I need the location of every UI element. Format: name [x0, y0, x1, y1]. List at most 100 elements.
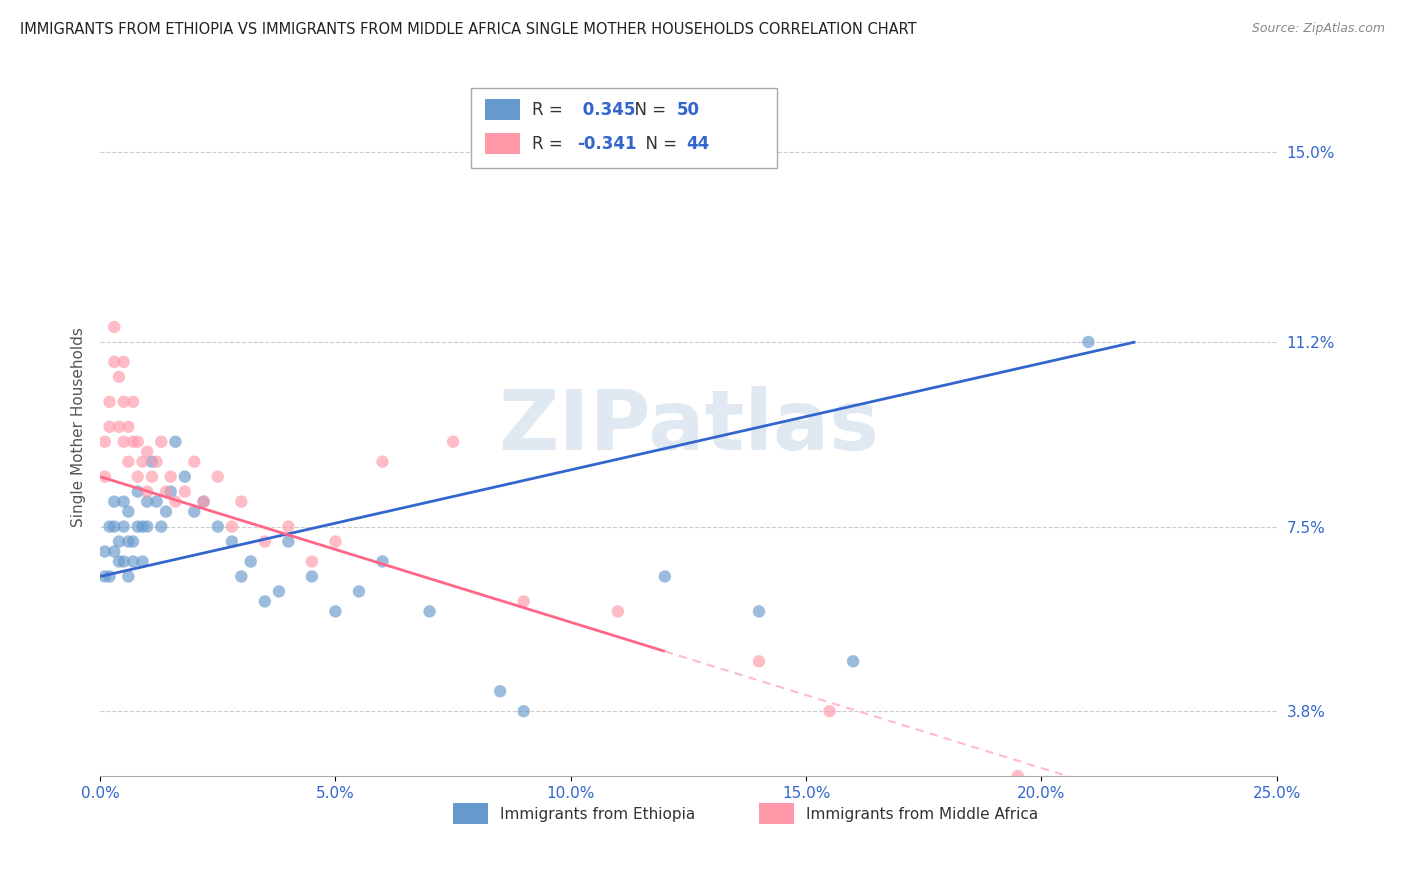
- Point: [136, 494, 159, 508]
- Text: Immigrants from Middle Africa: Immigrants from Middle Africa: [806, 807, 1038, 822]
- Point: [253, 594, 276, 608]
- Point: [103, 519, 125, 533]
- Point: [108, 369, 131, 384]
- Point: [136, 484, 159, 499]
- Point: [112, 494, 135, 508]
- Point: [606, 604, 628, 618]
- Point: [131, 455, 153, 469]
- Point: [748, 654, 770, 668]
- Point: [127, 519, 149, 533]
- Point: [98, 419, 121, 434]
- Point: [301, 569, 323, 583]
- Point: [127, 434, 149, 449]
- Point: [150, 519, 173, 533]
- Text: Source: ZipAtlas.com: Source: ZipAtlas.com: [1251, 22, 1385, 36]
- Text: N =: N =: [624, 102, 671, 120]
- Point: [122, 434, 145, 449]
- Point: [325, 604, 347, 618]
- Point: [165, 494, 187, 508]
- Point: [489, 684, 512, 698]
- Point: [231, 569, 253, 583]
- Y-axis label: Single Mother Households: Single Mother Households: [72, 326, 86, 526]
- Text: 0.345: 0.345: [576, 102, 636, 120]
- Text: R =: R =: [531, 102, 568, 120]
- Point: [141, 469, 163, 483]
- Point: [441, 434, 464, 449]
- Point: [117, 534, 139, 549]
- Point: [183, 455, 205, 469]
- Point: [103, 494, 125, 508]
- Text: 50: 50: [676, 102, 700, 120]
- Point: [127, 469, 149, 483]
- Point: [512, 594, 534, 608]
- Point: [155, 484, 177, 499]
- Point: [301, 554, 323, 568]
- Point: [122, 394, 145, 409]
- Point: [371, 455, 394, 469]
- Point: [112, 434, 135, 449]
- Text: -0.341: -0.341: [576, 135, 636, 153]
- Point: [94, 569, 117, 583]
- Point: [117, 569, 139, 583]
- Point: [131, 519, 153, 533]
- Point: [150, 434, 173, 449]
- Point: [193, 494, 215, 508]
- Point: [221, 519, 243, 533]
- Point: [136, 444, 159, 458]
- Point: [112, 355, 135, 369]
- Bar: [485, 133, 520, 153]
- Point: [253, 534, 276, 549]
- Point: [112, 554, 135, 568]
- Point: [98, 394, 121, 409]
- Point: [419, 604, 441, 618]
- Point: [98, 569, 121, 583]
- Text: Immigrants from Ethiopia: Immigrants from Ethiopia: [501, 807, 696, 822]
- Text: R =: R =: [531, 135, 568, 153]
- Bar: [759, 804, 794, 824]
- Point: [325, 534, 347, 549]
- Point: [127, 484, 149, 499]
- Point: [145, 494, 167, 508]
- Point: [1125, 784, 1147, 798]
- Point: [103, 320, 125, 334]
- Point: [748, 604, 770, 618]
- Bar: [471, 88, 776, 169]
- Point: [173, 484, 195, 499]
- Point: [94, 544, 117, 558]
- Point: [108, 534, 131, 549]
- Point: [193, 494, 215, 508]
- Point: [112, 519, 135, 533]
- Point: [818, 704, 841, 718]
- Point: [159, 469, 181, 483]
- Point: [277, 519, 299, 533]
- Point: [136, 519, 159, 533]
- Point: [112, 394, 135, 409]
- Point: [117, 455, 139, 469]
- Text: 44: 44: [686, 135, 709, 153]
- Bar: [485, 99, 520, 120]
- Point: [155, 505, 177, 519]
- Point: [1077, 334, 1099, 349]
- Text: N =: N =: [636, 135, 683, 153]
- Point: [131, 554, 153, 568]
- Point: [117, 505, 139, 519]
- Bar: [453, 804, 488, 824]
- Point: [267, 584, 290, 599]
- Point: [347, 584, 370, 599]
- Point: [145, 455, 167, 469]
- Point: [159, 484, 181, 499]
- Point: [371, 554, 394, 568]
- Point: [207, 469, 229, 483]
- Point: [1007, 769, 1029, 783]
- Point: [122, 554, 145, 568]
- Point: [173, 469, 195, 483]
- Point: [277, 534, 299, 549]
- Point: [103, 544, 125, 558]
- Point: [117, 419, 139, 434]
- Point: [103, 355, 125, 369]
- Point: [94, 469, 117, 483]
- Point: [207, 519, 229, 533]
- Point: [654, 569, 676, 583]
- Text: IMMIGRANTS FROM ETHIOPIA VS IMMIGRANTS FROM MIDDLE AFRICA SINGLE MOTHER HOUSEHOL: IMMIGRANTS FROM ETHIOPIA VS IMMIGRANTS F…: [20, 22, 917, 37]
- Point: [165, 434, 187, 449]
